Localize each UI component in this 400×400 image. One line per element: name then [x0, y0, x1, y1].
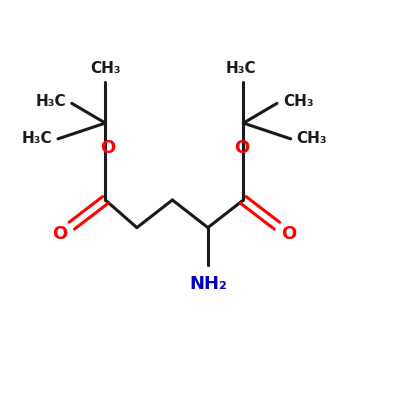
- Text: H₃C: H₃C: [35, 94, 66, 109]
- Text: NH₂: NH₂: [189, 275, 227, 293]
- Text: O: O: [52, 224, 68, 242]
- Text: O: O: [100, 139, 115, 157]
- Text: CH₃: CH₃: [297, 131, 327, 146]
- Text: CH₃: CH₃: [90, 61, 121, 76]
- Text: CH₃: CH₃: [283, 94, 314, 109]
- Text: O: O: [281, 224, 296, 242]
- Text: O: O: [234, 139, 249, 157]
- Text: H₃C: H₃C: [226, 61, 257, 76]
- Text: H₃C: H₃C: [22, 131, 52, 146]
